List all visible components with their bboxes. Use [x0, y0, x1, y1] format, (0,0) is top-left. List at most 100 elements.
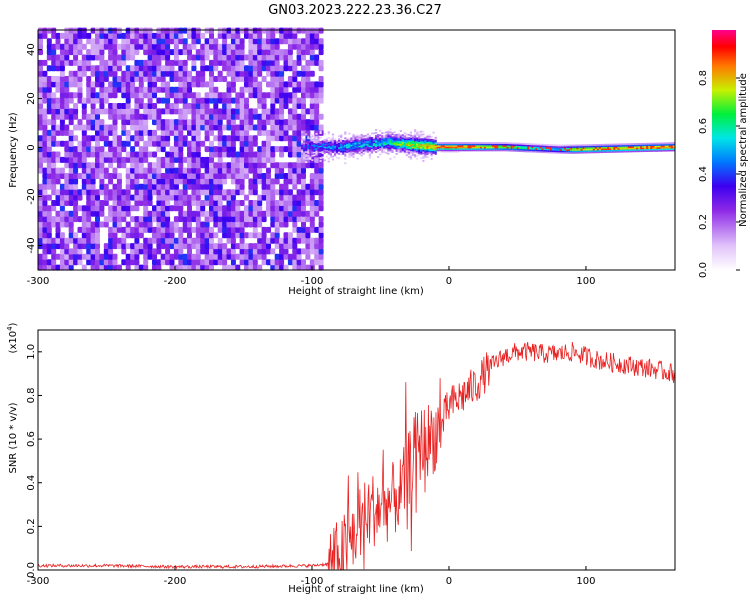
heatmap-cell	[222, 92, 228, 99]
heatmap-cell	[257, 151, 263, 158]
heatmap-cell	[169, 86, 175, 93]
heatmap-cell	[169, 259, 175, 266]
heatmap-cell	[274, 108, 280, 115]
heatmap-cell	[213, 210, 219, 217]
heatmap-cell	[90, 194, 96, 201]
heatmap-cell	[257, 248, 263, 255]
heatmap-cell	[296, 162, 302, 169]
heatmap-cell	[239, 173, 245, 179]
heatmap-cell	[436, 145, 439, 147]
heatmap-cell	[38, 92, 43, 99]
heatmap-cell	[130, 49, 136, 56]
heatmap-cell	[38, 43, 43, 50]
heatmap-cell	[436, 148, 439, 150]
heatmap-cell	[301, 259, 306, 266]
heatmap-cell	[305, 146, 308, 149]
heatmap-cell	[95, 259, 100, 266]
heatmap-cell	[270, 92, 276, 99]
heatmap-cell	[270, 162, 276, 169]
heatmap-cell	[287, 210, 293, 217]
heatmap-cell	[471, 145, 474, 147]
heatmap-cell	[112, 32, 118, 39]
heatmap-cell	[165, 49, 171, 56]
heatmap-cell	[553, 151, 556, 154]
heatmap-cell	[217, 119, 223, 126]
heatmap-cell	[461, 143, 464, 146]
heatmap-cell	[358, 144, 361, 146]
heatmap-cell	[274, 162, 280, 169]
heatmap-cell	[42, 113, 48, 120]
heatmap-cell	[59, 92, 65, 99]
heatmap-cell	[261, 253, 267, 260]
heatmap-cell	[301, 162, 306, 169]
heatmap-cell	[510, 145, 513, 148]
heatmap-cell	[331, 139, 334, 142]
heatmap-cell	[356, 140, 359, 142]
heatmap-cell	[239, 156, 245, 163]
heatmap-cell	[125, 253, 131, 260]
heatmap-cell	[68, 183, 74, 190]
heatmap-cell	[230, 226, 236, 233]
heatmap-cell	[397, 140, 400, 143]
heatmap-cell	[182, 65, 188, 72]
heatmap-cell	[409, 131, 413, 134]
heatmap-cell	[130, 113, 136, 120]
heatmap-cell	[383, 145, 386, 148]
heatmap-cell	[226, 151, 232, 158]
heatmap-cell	[59, 113, 65, 120]
heatmap-cell	[182, 27, 188, 34]
heatmap-cell	[385, 135, 388, 138]
heatmap-cell	[235, 70, 241, 77]
heatmap-cell	[59, 232, 65, 239]
heatmap-cell	[195, 38, 201, 45]
heatmap-cell	[381, 144, 384, 146]
heatmap-cell	[314, 27, 320, 34]
heatmap-cell	[73, 216, 79, 223]
heatmap-cell	[547, 144, 550, 146]
heatmap-cell	[209, 140, 214, 147]
heatmap-cell	[545, 149, 548, 152]
heatmap-cell	[81, 253, 87, 260]
heatmap-cell	[496, 142, 499, 144]
heatmap-cell	[64, 129, 70, 136]
heatmap-cell	[147, 108, 153, 115]
heatmap-cell	[191, 124, 197, 131]
heatmap-cell	[230, 232, 236, 239]
heatmap-cell	[584, 144, 587, 147]
heatmap-cell	[244, 70, 249, 77]
heatmap-cell	[99, 259, 105, 266]
heatmap-cell	[130, 65, 136, 72]
heatmap-cell	[64, 54, 70, 61]
heatmap-cell	[230, 86, 236, 93]
heatmap-cell	[90, 103, 96, 109]
heatmap-cell	[200, 183, 206, 190]
heatmap-cell	[377, 139, 380, 142]
heatmap-cell	[81, 189, 87, 196]
heatmap-cell	[279, 205, 285, 212]
heatmap-cell	[195, 216, 201, 223]
heatmap-cell	[178, 146, 184, 153]
heatmap-cell	[274, 59, 280, 66]
heatmap-cell	[498, 142, 501, 144]
heatmap-cell	[134, 183, 140, 190]
heatmap-cell	[195, 135, 201, 142]
heatmap-cell	[38, 253, 43, 260]
heatmap-cell	[125, 200, 131, 206]
heatmap-cell	[95, 151, 100, 158]
heatmap-cell	[239, 103, 245, 109]
heatmap-cell	[360, 148, 363, 151]
heatmap-cell	[130, 76, 136, 82]
heatmap-cell	[442, 145, 445, 147]
heatmap-cell	[317, 136, 320, 139]
heatmap-cell	[169, 232, 175, 239]
heatmap-cell	[621, 149, 624, 152]
y-tick-label: -40	[26, 237, 37, 253]
colorbar-ticks: 0.00.20.40.60.8	[698, 70, 740, 278]
heatmap-cell	[389, 128, 392, 131]
heatmap-cell	[103, 140, 109, 147]
heatmap-cell	[217, 70, 223, 77]
heatmap-cell	[46, 216, 52, 223]
heatmap-cell	[270, 43, 276, 50]
heatmap-cell	[356, 137, 359, 139]
heatmap-cell	[191, 194, 197, 201]
